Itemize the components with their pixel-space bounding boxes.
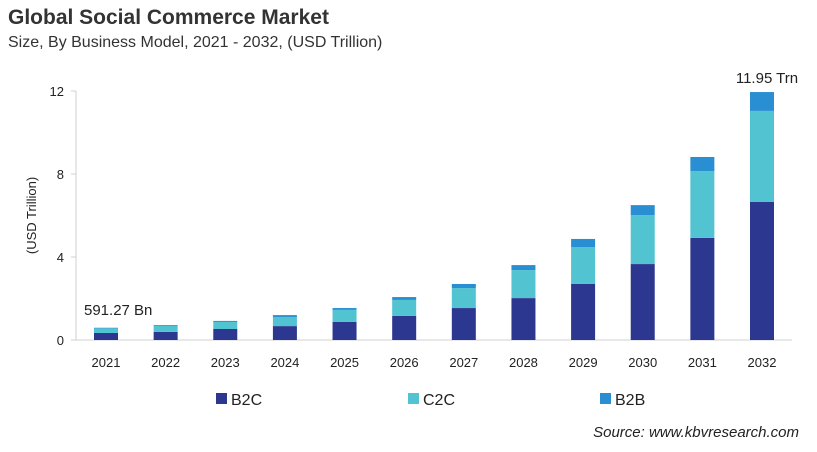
bar-b2b-2023: [213, 320, 238, 322]
bar-c2c-2022: [153, 325, 178, 332]
bar-c2c-2031: [690, 171, 715, 238]
bar-b2b-2031: [690, 156, 715, 172]
bar-c2c-2025: [332, 309, 357, 322]
bar-c2c-2032: [750, 110, 774, 203]
bar-c2c-2028: [511, 270, 536, 299]
bar-b2b-2028: [511, 265, 536, 271]
bar-b2c-2030: [630, 264, 655, 340]
bar-b2c-2026: [392, 315, 417, 340]
bar-c2c-2027: [451, 288, 476, 309]
data-label-2032: 11.95 Trn: [736, 70, 798, 87]
bar-c2c-2029: [571, 247, 596, 284]
bar-b2c-2028: [511, 298, 536, 340]
x-tick-label: 2022: [151, 355, 180, 370]
bar-c2c-2023: [213, 321, 238, 330]
bar-b2b-2021: [94, 327, 118, 329]
bar-b2b-2026: [392, 297, 417, 300]
x-tick-label: 2023: [211, 355, 240, 370]
legend-swatch-c2c: [408, 393, 419, 404]
legend-label-c2c: C2C: [423, 392, 455, 409]
bar-b2c-2031: [690, 237, 715, 340]
y-axis-label: (USD Trillion): [24, 177, 39, 254]
x-tick-label: 2021: [92, 355, 121, 370]
legend-label-b2c: B2C: [231, 392, 262, 409]
bar-b2c-2024: [272, 326, 297, 340]
x-tick-label: 2029: [569, 355, 598, 370]
x-tick-label: 2030: [628, 355, 657, 370]
bar-b2b-2027: [451, 283, 476, 289]
bar-b2b-2024: [272, 315, 297, 317]
bar-b2c-2023: [213, 329, 238, 340]
chart-title: Global Social Commerce Market: [8, 6, 329, 29]
legend-swatch-b2b: [600, 393, 611, 404]
y-tick-label: 8: [57, 167, 64, 182]
legend-label-b2b: B2B: [615, 392, 645, 409]
chart-subtitle: Size, By Business Model, 2021 - 2032, (U…: [8, 34, 383, 51]
bar-b2b-2030: [630, 205, 655, 216]
bar-b2c-2032: [750, 202, 774, 340]
legend-swatch-b2c: [216, 393, 227, 404]
x-tick-label: 2026: [390, 355, 419, 370]
x-tick-label: 2032: [748, 355, 777, 370]
bar-b2c-2027: [451, 308, 476, 340]
bar-c2c-2024: [272, 316, 297, 327]
bar-b2b-2022: [153, 325, 178, 326]
bar-b2c-2025: [332, 321, 357, 340]
bar-b2c-2022: [153, 331, 178, 340]
bar-b2b-2025: [332, 308, 357, 310]
bar-c2c-2030: [630, 215, 655, 265]
bar-c2c-2021: [94, 328, 118, 333]
x-tick-label: 2025: [330, 355, 359, 370]
y-tick-label: 12: [50, 84, 64, 99]
x-tick-label: 2031: [688, 355, 717, 370]
source-text: Source: www.kbvresearch.com: [593, 424, 799, 441]
bar-b2b-2032: [750, 92, 774, 111]
bar-b2c-2029: [571, 283, 596, 340]
bar-b2b-2029: [571, 238, 596, 248]
y-tick-label: 0: [57, 333, 64, 348]
bar-c2c-2026: [392, 299, 417, 316]
x-tick-label: 2028: [509, 355, 538, 370]
x-tick-label: 2027: [449, 355, 478, 370]
x-tick-label: 2024: [270, 355, 299, 370]
data-label-2021: 591.27 Bn: [84, 302, 152, 319]
y-tick-label: 4: [57, 250, 64, 265]
bar-b2c-2021: [94, 332, 118, 340]
